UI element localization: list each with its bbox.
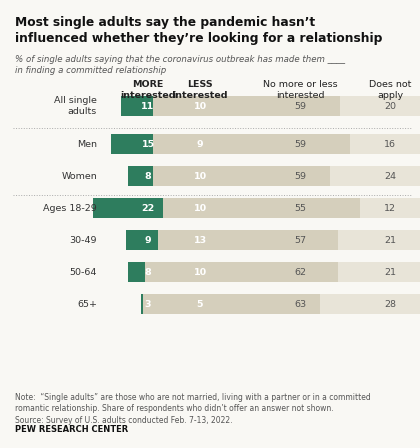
Text: 20: 20 bbox=[384, 102, 396, 111]
Text: 10: 10 bbox=[194, 172, 207, 181]
FancyBboxPatch shape bbox=[187, 294, 213, 314]
Text: 22: 22 bbox=[142, 203, 155, 212]
FancyBboxPatch shape bbox=[152, 166, 420, 186]
Text: 5: 5 bbox=[197, 300, 203, 309]
Text: 9: 9 bbox=[144, 236, 151, 245]
FancyBboxPatch shape bbox=[145, 262, 420, 282]
Text: 28: 28 bbox=[384, 300, 396, 309]
FancyBboxPatch shape bbox=[340, 96, 420, 116]
Text: MORE
interested: MORE interested bbox=[120, 80, 176, 100]
FancyBboxPatch shape bbox=[360, 198, 420, 218]
Text: 62: 62 bbox=[294, 267, 306, 276]
FancyBboxPatch shape bbox=[152, 134, 420, 154]
Text: 13: 13 bbox=[194, 236, 207, 245]
FancyBboxPatch shape bbox=[141, 294, 155, 314]
FancyBboxPatch shape bbox=[110, 134, 186, 154]
FancyBboxPatch shape bbox=[152, 96, 420, 116]
Text: 10: 10 bbox=[194, 267, 207, 276]
FancyBboxPatch shape bbox=[121, 96, 176, 116]
FancyBboxPatch shape bbox=[93, 198, 203, 218]
Text: 3: 3 bbox=[145, 300, 151, 309]
Text: 59: 59 bbox=[294, 102, 306, 111]
Text: Most single adults say the pandemic hasn’t
influenced whether they’re looking fo: Most single adults say the pandemic hasn… bbox=[15, 16, 382, 44]
Text: 30-49: 30-49 bbox=[69, 236, 97, 245]
Text: 12: 12 bbox=[384, 203, 396, 212]
Text: 65+: 65+ bbox=[77, 300, 97, 309]
Text: 59: 59 bbox=[294, 172, 306, 181]
Text: 15: 15 bbox=[142, 139, 155, 148]
Text: 10: 10 bbox=[194, 203, 207, 212]
Text: 16: 16 bbox=[384, 139, 396, 148]
Text: 50-64: 50-64 bbox=[70, 267, 97, 276]
FancyBboxPatch shape bbox=[126, 230, 171, 250]
FancyBboxPatch shape bbox=[330, 166, 420, 186]
Text: Men: Men bbox=[77, 139, 97, 148]
Text: 63: 63 bbox=[294, 300, 306, 309]
FancyBboxPatch shape bbox=[338, 262, 420, 282]
Text: 21: 21 bbox=[384, 236, 396, 245]
Text: 24: 24 bbox=[384, 172, 396, 181]
Text: 9: 9 bbox=[197, 139, 203, 148]
FancyBboxPatch shape bbox=[168, 230, 233, 250]
FancyBboxPatch shape bbox=[163, 198, 420, 218]
Text: 57: 57 bbox=[294, 236, 306, 245]
Text: 59: 59 bbox=[294, 139, 306, 148]
FancyBboxPatch shape bbox=[175, 96, 225, 116]
Text: LESS
interested: LESS interested bbox=[172, 80, 228, 100]
FancyBboxPatch shape bbox=[178, 134, 223, 154]
FancyBboxPatch shape bbox=[338, 230, 420, 250]
FancyBboxPatch shape bbox=[142, 294, 420, 314]
Text: Does not
apply: Does not apply bbox=[369, 80, 411, 100]
Text: Ages 18-29: Ages 18-29 bbox=[43, 203, 97, 212]
FancyBboxPatch shape bbox=[350, 134, 420, 154]
Text: 10: 10 bbox=[194, 102, 207, 111]
Text: 21: 21 bbox=[384, 267, 396, 276]
Text: 8: 8 bbox=[144, 267, 151, 276]
Text: Note:  “Single adults” are those who are not married, living with a partner or i: Note: “Single adults” are those who are … bbox=[15, 393, 371, 425]
FancyBboxPatch shape bbox=[175, 262, 225, 282]
Text: All single
adults: All single adults bbox=[54, 96, 97, 116]
FancyBboxPatch shape bbox=[320, 294, 420, 314]
FancyBboxPatch shape bbox=[175, 198, 225, 218]
FancyBboxPatch shape bbox=[158, 230, 420, 250]
Text: No more or less
interested: No more or less interested bbox=[262, 80, 337, 100]
Text: 55: 55 bbox=[294, 203, 306, 212]
Text: % of single adults saying that the coronavirus outbreak has made them ____
in fi: % of single adults saying that the coron… bbox=[15, 55, 345, 75]
Text: PEW RESEARCH CENTER: PEW RESEARCH CENTER bbox=[15, 425, 128, 434]
FancyBboxPatch shape bbox=[128, 262, 168, 282]
Text: 8: 8 bbox=[144, 172, 151, 181]
FancyBboxPatch shape bbox=[175, 166, 225, 186]
Text: Women: Women bbox=[61, 172, 97, 181]
FancyBboxPatch shape bbox=[128, 166, 168, 186]
Text: 11: 11 bbox=[142, 102, 155, 111]
